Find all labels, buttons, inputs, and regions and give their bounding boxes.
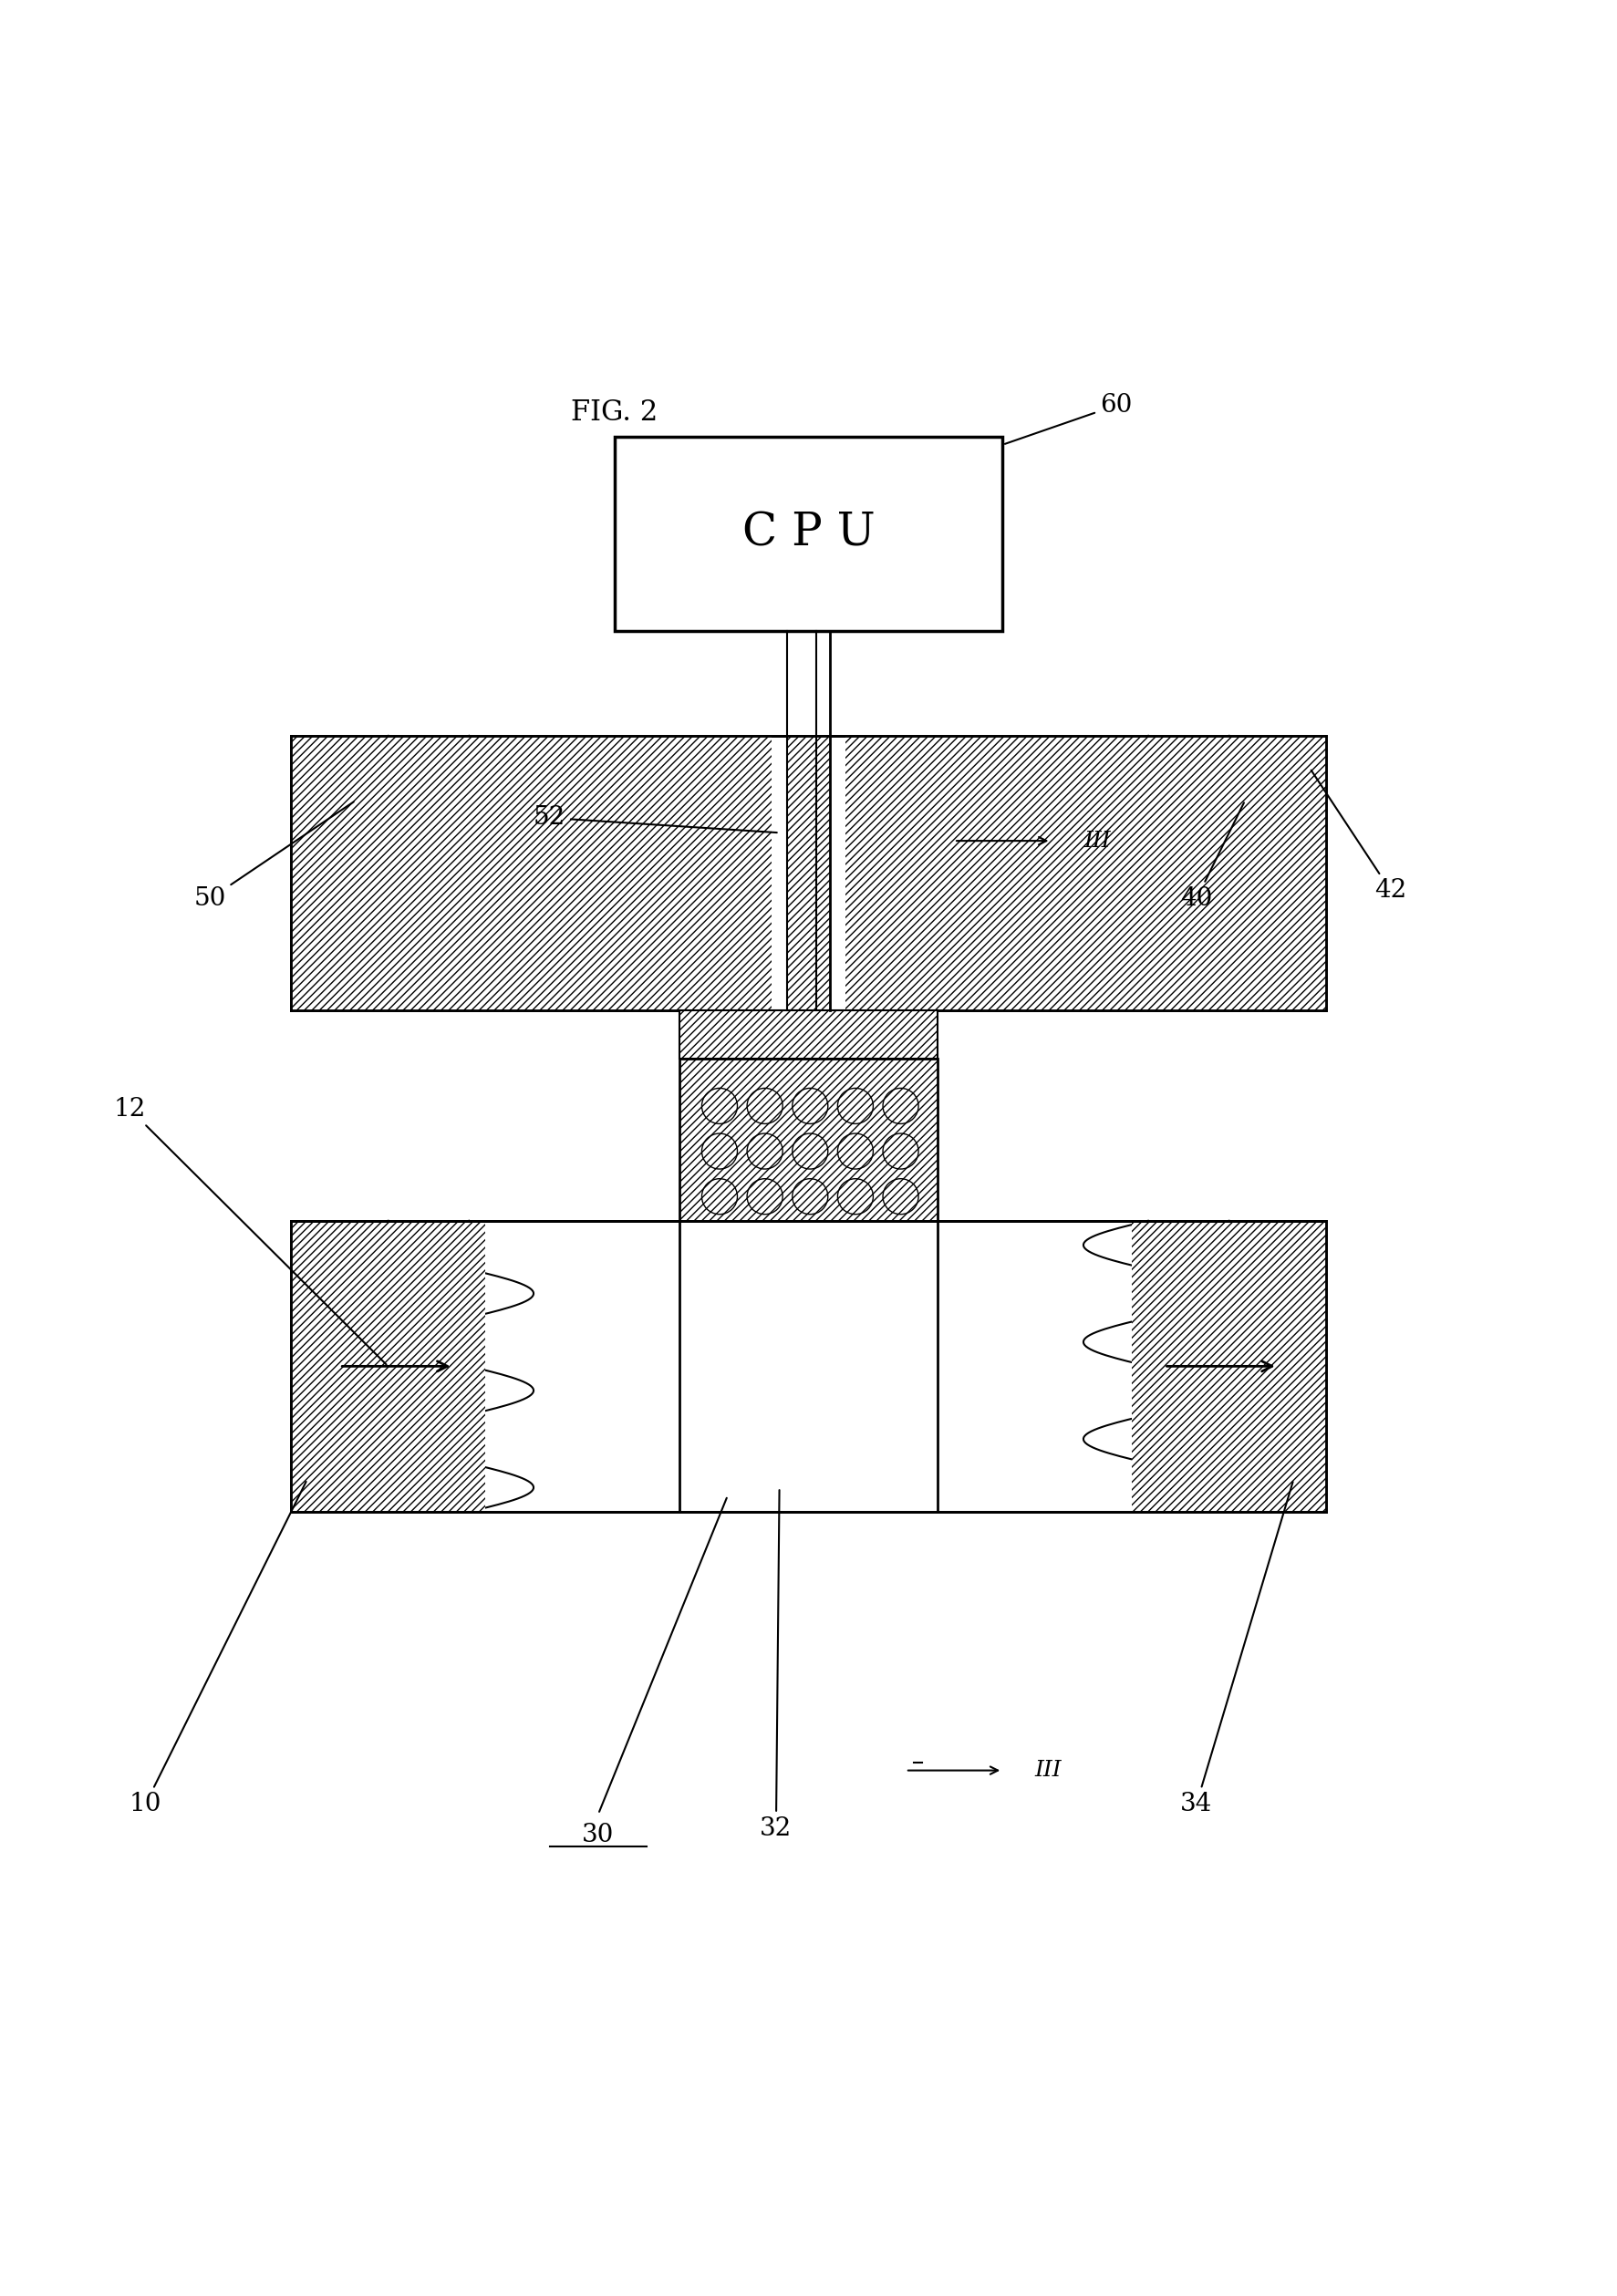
Circle shape [883,1088,918,1123]
Circle shape [838,1088,873,1123]
Text: C P U: C P U [742,512,875,556]
Circle shape [838,1178,873,1215]
Text: 32: 32 [760,1490,792,1841]
Circle shape [702,1088,737,1123]
Circle shape [702,1178,737,1215]
Text: 42: 42 [1311,769,1407,902]
Bar [679,1058,938,1221]
Bar [787,735,830,1010]
Text: III: III [1035,1761,1062,1782]
Circle shape [792,1134,828,1169]
Text: 34: 34 [1180,1481,1294,1816]
Text: 52: 52 [534,806,776,833]
Circle shape [792,1088,828,1123]
Text: 40: 40 [1180,804,1243,912]
Circle shape [702,1134,737,1169]
Bar [291,735,771,1010]
Text: 50: 50 [194,801,354,912]
Bar [679,1058,938,1221]
Text: 30: 30 [582,1823,614,1848]
Bar [1132,1221,1326,1511]
Bar [679,1010,938,1058]
Circle shape [838,1134,873,1169]
Text: 10: 10 [129,1481,306,1816]
Text: III: III [1083,831,1111,852]
Circle shape [883,1178,918,1215]
Bar [291,1221,485,1511]
Bar [614,436,1003,631]
Bar [846,735,1326,1010]
Circle shape [747,1178,783,1215]
Text: 60: 60 [1004,393,1132,443]
Bar [291,735,1326,1010]
Text: 12: 12 [113,1097,386,1364]
Bar [291,1221,1326,1511]
Circle shape [747,1088,783,1123]
Circle shape [792,1178,828,1215]
Text: FIG. 2: FIG. 2 [571,397,658,427]
Circle shape [883,1134,918,1169]
Circle shape [747,1134,783,1169]
